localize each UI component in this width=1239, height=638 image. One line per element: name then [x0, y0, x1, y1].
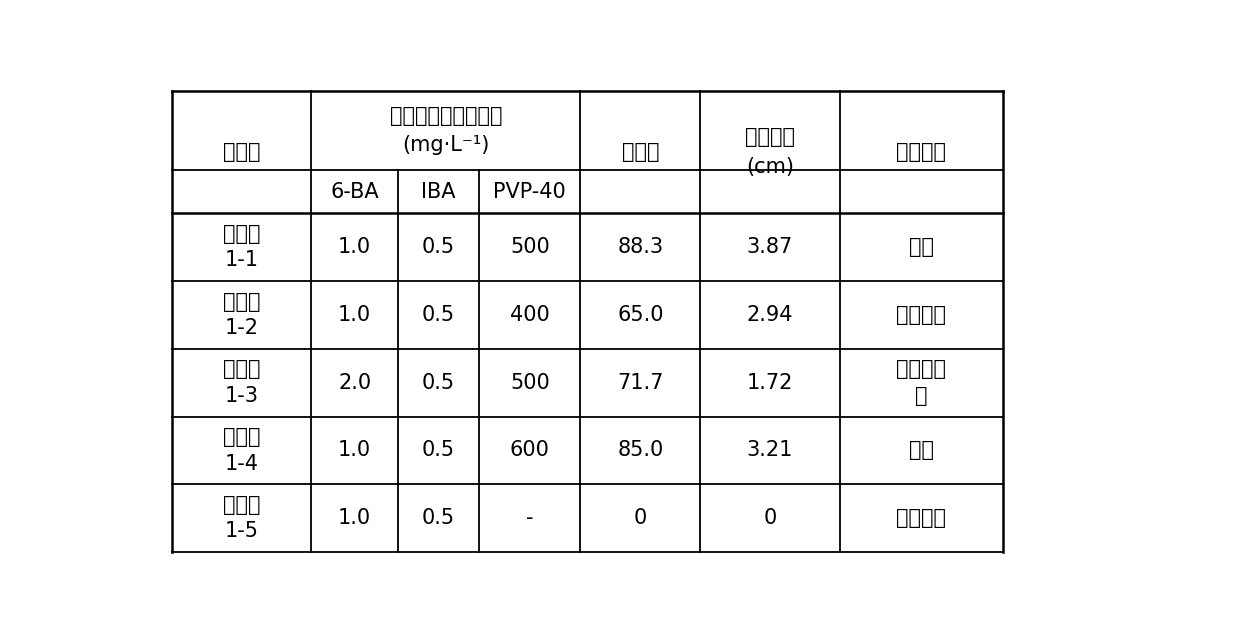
- Text: 实施例
1-5: 实施例 1-5: [223, 495, 260, 542]
- Text: 全部褐化: 全部褐化: [896, 508, 947, 528]
- Text: 65.0: 65.0: [617, 305, 664, 325]
- Text: 1.72: 1.72: [747, 373, 793, 392]
- Text: 平均株高
(cm): 平均株高 (cm): [745, 128, 795, 177]
- Text: 0.5: 0.5: [422, 305, 455, 325]
- Text: IBA: IBA: [421, 182, 456, 202]
- Text: 1.0: 1.0: [338, 305, 372, 325]
- Text: 1.0: 1.0: [338, 508, 372, 528]
- Text: 1.0: 1.0: [338, 440, 372, 461]
- Text: 实施例
1-2: 实施例 1-2: [223, 292, 260, 338]
- Text: 400: 400: [510, 305, 550, 325]
- Text: 实施例
1-1: 实施例 1-1: [223, 224, 260, 271]
- Text: 生长情况: 生长情况: [896, 142, 947, 162]
- Text: 2.0: 2.0: [338, 373, 372, 392]
- Text: -: -: [527, 508, 534, 528]
- Text: 0: 0: [633, 508, 647, 528]
- Text: 植物生长调节剂浓度
(mg·L⁻¹): 植物生长调节剂浓度 (mg·L⁻¹): [389, 106, 502, 156]
- Text: 500: 500: [510, 373, 550, 392]
- Text: 3.87: 3.87: [747, 237, 793, 257]
- Text: 6-BA: 6-BA: [331, 182, 379, 202]
- Text: 0.5: 0.5: [422, 440, 455, 461]
- Text: 萍发率: 萍发率: [622, 142, 659, 162]
- Text: 88.3: 88.3: [617, 237, 663, 257]
- Text: 0.5: 0.5: [422, 508, 455, 528]
- Text: 600: 600: [510, 440, 550, 461]
- Text: 实施例: 实施例: [223, 142, 260, 162]
- Text: 1.0: 1.0: [338, 237, 372, 257]
- Text: 2.94: 2.94: [747, 305, 793, 325]
- Text: 85.0: 85.0: [617, 440, 663, 461]
- Text: 幼苗玻瓰
化: 幼苗玻瓰 化: [896, 359, 947, 406]
- Text: 0.5: 0.5: [422, 237, 455, 257]
- Text: 正常: 正常: [908, 237, 934, 257]
- Text: 3.21: 3.21: [747, 440, 793, 461]
- Text: 0.5: 0.5: [422, 373, 455, 392]
- Text: 71.7: 71.7: [617, 373, 663, 392]
- Text: 正常: 正常: [908, 440, 934, 461]
- Text: 实施例
1-3: 实施例 1-3: [223, 359, 260, 406]
- Text: 实施例
1-4: 实施例 1-4: [223, 427, 260, 473]
- Text: 轻微褐化: 轻微褐化: [896, 305, 947, 325]
- Text: 500: 500: [510, 237, 550, 257]
- Text: 0: 0: [763, 508, 777, 528]
- Text: PVP-40: PVP-40: [493, 182, 566, 202]
